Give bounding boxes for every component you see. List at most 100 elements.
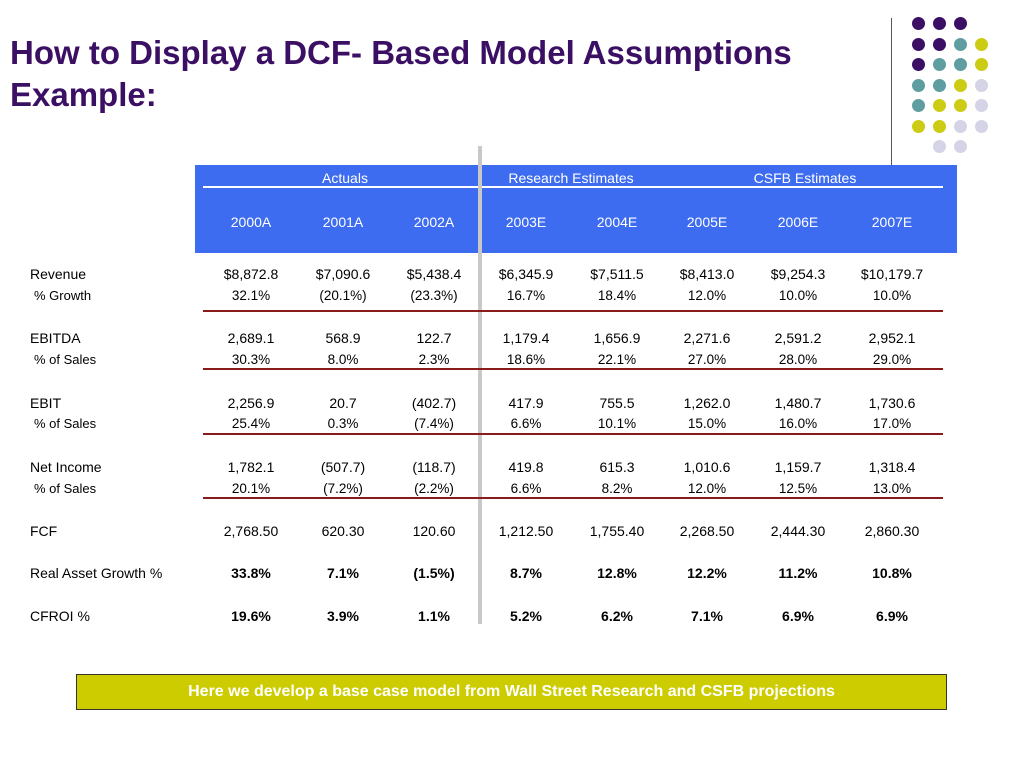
- table-cell: 33.8%: [231, 565, 271, 581]
- table-cell: 1,179.4: [502, 330, 550, 346]
- header-group-research-estimates: Research Estimates: [508, 170, 634, 186]
- header-group-csfb-estimates: CSFB Estimates: [753, 170, 857, 186]
- row-label: Revenue: [30, 266, 87, 282]
- row-label: EBITDA: [30, 330, 81, 346]
- table-cell: 2,860.30: [864, 523, 920, 539]
- table-cell: 417.9: [508, 395, 544, 411]
- table-cell: 16.0%: [778, 416, 818, 431]
- table-cell: 12.0%: [687, 481, 727, 496]
- table-cell: 6.2%: [601, 608, 633, 624]
- header-year: 2003E: [505, 214, 547, 230]
- table-cell: 1,010.6: [683, 459, 731, 475]
- table-cell: 7.1%: [327, 565, 359, 581]
- header-year: 2001A: [322, 214, 364, 230]
- decorative-dot: [912, 37, 925, 51]
- table-cell: (7.2%): [323, 481, 363, 496]
- table-cell: 8.2%: [601, 481, 633, 496]
- section-divider: [203, 310, 943, 312]
- table-cell: 10.1%: [597, 416, 637, 431]
- decorative-dot: [975, 78, 988, 92]
- decorative-dot: [954, 140, 967, 153]
- row-label: % of Sales: [34, 481, 97, 496]
- table-cell: 620.30: [321, 523, 365, 539]
- table-cell: 2,256.9: [227, 395, 275, 411]
- table-cell: 1.1%: [418, 608, 450, 624]
- table-cell: $10,179.7: [860, 266, 924, 282]
- table-cell: 7.1%: [691, 608, 723, 624]
- table-cell: 122.7: [416, 330, 452, 346]
- table-cell: 6.6%: [510, 481, 542, 496]
- table-cell: 755.5: [599, 395, 635, 411]
- table-cell: 1,262.0: [683, 395, 731, 411]
- decorative-dot-grid: [905, 14, 1015, 164]
- header-rule: [203, 186, 943, 188]
- table-cell: 2,591.2: [774, 330, 822, 346]
- table-cell: 12.0%: [687, 288, 727, 303]
- table-cell: 22.1%: [597, 352, 637, 367]
- table-cell: (1.5%): [413, 565, 455, 581]
- decorative-dot: [933, 140, 946, 153]
- table-cell: 419.8: [508, 459, 544, 475]
- table-cell: 3.9%: [327, 608, 359, 624]
- table-cell: 8.0%: [327, 352, 359, 367]
- summary-banner: Here we develop a base case model from W…: [76, 674, 947, 710]
- table-cell: 6.9%: [876, 608, 908, 624]
- table-cell: 10.8%: [872, 565, 912, 581]
- table-cell: 1,755.40: [589, 523, 645, 539]
- table-cell: 2,444.30: [770, 523, 826, 539]
- table-cell: 120.60: [412, 523, 456, 539]
- decorative-dot: [933, 99, 946, 112]
- decorative-dot: [954, 119, 967, 133]
- table-cell: $8,872.8: [223, 266, 279, 282]
- header-year: 2004E: [596, 214, 638, 230]
- table-cell: 12.5%: [778, 481, 818, 496]
- table-cell: 1,480.7: [774, 395, 822, 411]
- table-cell: 568.9: [325, 330, 361, 346]
- table-cell: 12.2%: [687, 565, 727, 581]
- row-label: Real Asset Growth %: [30, 565, 163, 581]
- header-year: 2005E: [686, 214, 728, 230]
- decorative-dot: [912, 58, 925, 71]
- table-cell: 0.3%: [327, 416, 359, 431]
- decorative-dot: [933, 58, 946, 71]
- table-cell: 2,268.50: [679, 523, 735, 539]
- table-cell: (20.1%): [319, 288, 367, 303]
- section-divider: [203, 497, 943, 499]
- table-cell: 19.6%: [231, 608, 271, 624]
- table-cell: 2,271.6: [683, 330, 731, 346]
- table-cell: 17.0%: [872, 416, 912, 431]
- row-label: CFROI %: [30, 608, 90, 624]
- table-cell: 12.8%: [597, 565, 637, 581]
- table-cell: 29.0%: [872, 352, 912, 367]
- table-cell: (507.7): [320, 459, 366, 475]
- row-label: EBIT: [30, 395, 62, 411]
- decorative-dot: [954, 78, 967, 92]
- table-cell: 18.6%: [506, 352, 546, 367]
- table-cell: 1,782.1: [227, 459, 275, 475]
- row-label: Net Income: [30, 459, 102, 475]
- header-year: 2006E: [777, 214, 819, 230]
- table-cell: 20.1%: [231, 481, 271, 496]
- decorative-dot: [912, 78, 925, 92]
- table-cell: 11.2%: [778, 565, 818, 581]
- header-year: 2000A: [230, 214, 272, 230]
- table-cell: 615.3: [599, 459, 635, 475]
- table-cell: 6.6%: [510, 416, 542, 431]
- decorative-dot: [933, 17, 946, 30]
- decorative-dot: [975, 99, 988, 112]
- decorative-dot: [954, 37, 967, 51]
- row-label: % of Sales: [34, 352, 97, 367]
- decorative-dot: [912, 119, 925, 133]
- decorative-dot: [933, 37, 946, 51]
- slide-title: How to Display a DCF- Based Model Assump…: [10, 32, 890, 116]
- actuals-estimates-separator: [478, 146, 482, 624]
- header-group-actuals: Actuals: [322, 170, 368, 186]
- decorative-dot: [954, 58, 967, 71]
- row-label: % of Sales: [34, 416, 97, 431]
- title-line-1: How to Display a DCF- Based Model Assump…: [10, 34, 792, 71]
- table-cell: 16.7%: [506, 288, 546, 303]
- title-line-2: Example:: [10, 76, 157, 113]
- decorative-dot: [954, 99, 967, 112]
- decorative-dot: [975, 119, 988, 133]
- table-cell: $8,413.0: [679, 266, 735, 282]
